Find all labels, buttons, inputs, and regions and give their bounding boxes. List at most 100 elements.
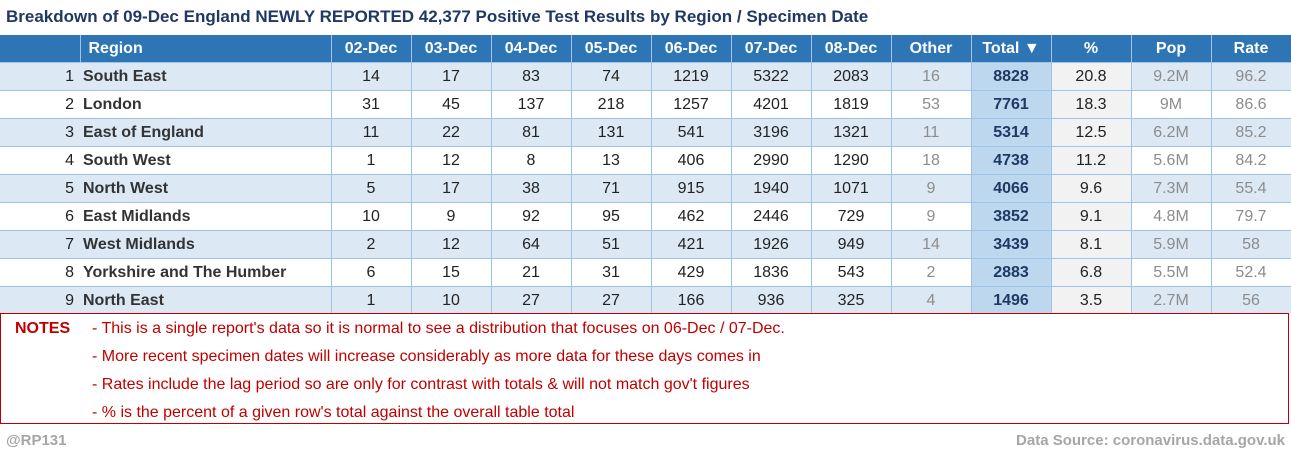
- rate-cell: 55.4: [1211, 174, 1291, 203]
- rank-cell: 2: [0, 90, 80, 119]
- cell-03-dec: 15: [411, 258, 492, 287]
- pop-cell: 5.9M: [1131, 230, 1212, 259]
- rank-cell: 4: [0, 146, 80, 175]
- column-header-region[interactable]: Region: [80, 35, 332, 63]
- cell-07-dec: 1940: [731, 174, 812, 203]
- note-line-2: - More recent specimen dates will increa…: [92, 348, 761, 365]
- region-cell: North East: [80, 286, 332, 314]
- cell-07-dec: 4201: [731, 90, 812, 119]
- pop-cell: 2.7M: [1131, 286, 1212, 314]
- cell-07-dec: 936: [731, 286, 812, 314]
- column-header-07-dec[interactable]: 07-Dec: [731, 35, 812, 63]
- data-source: Data Source: coronavirus.data.gov.uk: [1016, 432, 1285, 449]
- other-cell: 9: [891, 202, 972, 231]
- note-line-1: - This is a single report's data so it i…: [92, 320, 785, 337]
- percent-cell: 11.2: [1051, 146, 1132, 175]
- table-row: 8 Yorkshire and The Humber 6 15 21 31 429 1836 5…: [0, 258, 1291, 287]
- rank-cell: 1: [0, 62, 80, 91]
- cell-08-dec: 2083: [811, 62, 892, 91]
- cell-08-dec: 1819: [811, 90, 892, 119]
- cell-05-dec: 95: [571, 202, 652, 231]
- rate-cell: 86.6: [1211, 90, 1291, 119]
- cell-06-dec: 462: [651, 202, 732, 231]
- region-cell: East of England: [80, 118, 332, 147]
- other-cell: 14: [891, 230, 972, 259]
- cell-04-dec: 137: [491, 90, 572, 119]
- pop-cell: 7.3M: [1131, 174, 1212, 203]
- percent-cell: 18.3: [1051, 90, 1132, 119]
- cell-08-dec: 1321: [811, 118, 892, 147]
- cell-05-dec: 51: [571, 230, 652, 259]
- table-row: 1 South East 14 17 83 74 1219 5322 2083 16 8828 20.…: [0, 62, 1291, 91]
- cell-06-dec: 915: [651, 174, 732, 203]
- chart-title: Breakdown of 09-Dec England NEWLY REPORT…: [6, 7, 869, 26]
- rank-cell: 5: [0, 174, 80, 203]
- cell-02-dec: 1: [331, 286, 412, 314]
- cell-03-dec: 22: [411, 118, 492, 147]
- column-header-pop[interactable]: Pop: [1131, 35, 1212, 63]
- cell-05-dec: 218: [571, 90, 652, 119]
- total-cell: 3852: [971, 202, 1052, 231]
- rate-cell: 56: [1211, 286, 1291, 314]
- percent-cell: 12.5: [1051, 118, 1132, 147]
- results-table: Region 02-Dec 03-Dec 04-Dec 05-Dec 06-De…: [0, 35, 1291, 314]
- table-row: 6 East Midlands 10 9 92 95 462 2446 729 9 3852 9.1 4…: [0, 202, 1291, 231]
- cell-04-dec: 27: [491, 286, 572, 314]
- column-header-percent[interactable]: %: [1051, 35, 1132, 63]
- column-header-06-dec[interactable]: 06-Dec: [651, 35, 732, 63]
- cell-02-dec: 5: [331, 174, 412, 203]
- rate-cell: 96.2: [1211, 62, 1291, 91]
- cell-05-dec: 74: [571, 62, 652, 91]
- cell-02-dec: 2: [331, 230, 412, 259]
- column-header-08-dec[interactable]: 08-Dec: [811, 35, 892, 63]
- column-header-03-dec[interactable]: 03-Dec: [411, 35, 492, 63]
- cell-08-dec: 325: [811, 286, 892, 314]
- percent-cell: 9.1: [1051, 202, 1132, 231]
- column-header-rate[interactable]: Rate: [1211, 35, 1291, 63]
- total-cell: 8828: [971, 62, 1052, 91]
- cell-05-dec: 13: [571, 146, 652, 175]
- table-row: 9 North East 1 10 27 27 166 936 325 4 1496 3.5 2.7M 5…: [0, 286, 1291, 314]
- other-cell: 9: [891, 174, 972, 203]
- rank-header: [0, 35, 81, 63]
- total-cell: 1496: [971, 286, 1052, 314]
- region-cell: Yorkshire and The Humber: [80, 258, 332, 287]
- column-header-total[interactable]: Total ▼: [971, 35, 1052, 63]
- cell-05-dec: 71: [571, 174, 652, 203]
- cell-05-dec: 31: [571, 258, 652, 287]
- pop-cell: 6.2M: [1131, 118, 1212, 147]
- pop-cell: 9M: [1131, 90, 1212, 119]
- cell-03-dec: 12: [411, 230, 492, 259]
- region-cell: London: [80, 90, 332, 119]
- cell-03-dec: 17: [411, 174, 492, 203]
- cell-03-dec: 17: [411, 62, 492, 91]
- region-cell: North West: [80, 174, 332, 203]
- rank-cell: 9: [0, 286, 80, 314]
- percent-cell: 6.8: [1051, 258, 1132, 287]
- percent-cell: 3.5: [1051, 286, 1132, 314]
- column-header-05-dec[interactable]: 05-Dec: [571, 35, 652, 63]
- notes-box: NOTES - This is a single report's data s…: [0, 313, 1289, 424]
- column-header-02-dec[interactable]: 02-Dec: [331, 35, 412, 63]
- table-header-row: Region 02-Dec 03-Dec 04-Dec 05-Dec 06-De…: [0, 35, 1291, 63]
- region-cell: West Midlands: [80, 230, 332, 259]
- rank-cell: 8: [0, 258, 80, 287]
- note-line-3: - Rates include the lag period so are on…: [92, 376, 750, 393]
- cell-04-dec: 64: [491, 230, 572, 259]
- other-cell: 11: [891, 118, 972, 147]
- column-header-other[interactable]: Other: [891, 35, 972, 63]
- total-cell: 7761: [971, 90, 1052, 119]
- table-row: 3 East of England 11 22 81 131 541 3196 1321 11 53…: [0, 118, 1291, 147]
- cell-04-dec: 8: [491, 146, 572, 175]
- cell-06-dec: 1257: [651, 90, 732, 119]
- cell-06-dec: 406: [651, 146, 732, 175]
- note-line-4: - % is the percent of a given row's tota…: [92, 404, 575, 421]
- cell-08-dec: 1290: [811, 146, 892, 175]
- table-row: 5 North West 5 17 38 71 915 1940 1071 9 4066 9.6 7.3…: [0, 174, 1291, 203]
- cell-06-dec: 541: [651, 118, 732, 147]
- region-cell: East Midlands: [80, 202, 332, 231]
- cell-03-dec: 12: [411, 146, 492, 175]
- cell-07-dec: 2446: [731, 202, 812, 231]
- cell-06-dec: 421: [651, 230, 732, 259]
- column-header-04-dec[interactable]: 04-Dec: [491, 35, 572, 63]
